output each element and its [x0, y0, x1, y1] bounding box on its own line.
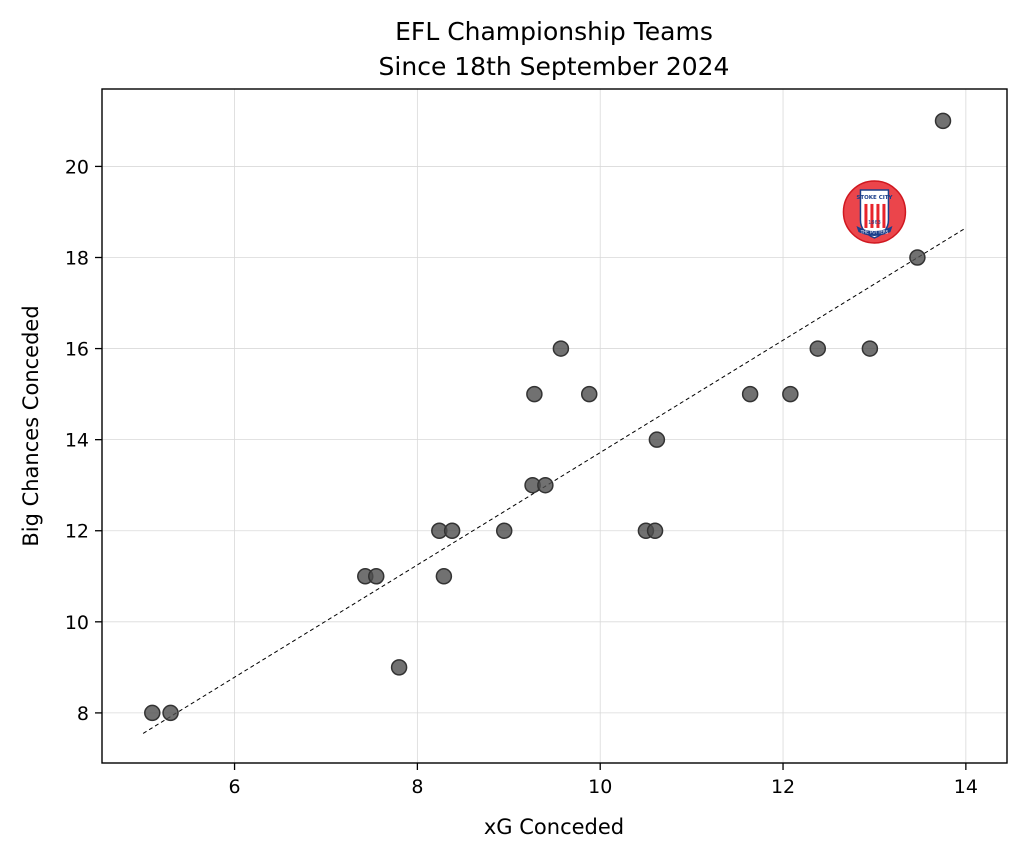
- badge-text-top: STOKE CITY: [856, 195, 893, 201]
- data-point: [443, 522, 461, 539]
- y-tick-label: 14: [65, 430, 89, 452]
- badge-year: 1863: [868, 220, 881, 226]
- y-tick-label: 8: [77, 703, 89, 725]
- data-point: [646, 522, 664, 539]
- data-point: [435, 568, 453, 585]
- stoke-city-badge: STOKE CITY 1863 THE POTTERS: [842, 180, 907, 244]
- badge-ribbon: [856, 225, 893, 236]
- data-point: [495, 522, 513, 539]
- data-point: [934, 112, 952, 130]
- x-tick-label: 14: [954, 776, 978, 798]
- y-tick-label: 20: [65, 156, 89, 178]
- data-point: [526, 385, 543, 403]
- shield-stripe: [876, 203, 880, 228]
- data-point: [552, 340, 570, 357]
- data-point: [782, 385, 799, 403]
- data-point: [861, 340, 879, 357]
- shield-icon: STOKE CITY 1863 THE POTTERS: [856, 189, 894, 239]
- data-point: [580, 385, 598, 403]
- shield-stripe: [882, 203, 886, 228]
- plot-frame: [101, 88, 1008, 764]
- y-tick-label: 16: [65, 339, 89, 361]
- grid-layer: [102, 89, 1007, 763]
- data-point: [162, 704, 179, 722]
- x-tick-label: 6: [229, 776, 241, 798]
- y-axis-label: Big Chances Conceded: [19, 305, 43, 546]
- data-point: [741, 385, 759, 403]
- data-point: [390, 659, 408, 676]
- trend-layer: [142, 227, 967, 734]
- chart-title-line-1: EFL Championship Teams: [395, 17, 713, 46]
- badge-text-bottom: THE POTTERS: [860, 229, 889, 234]
- points-layer: [144, 112, 952, 722]
- x-axis-label: xG Conceded: [484, 815, 624, 839]
- x-tick-label: 12: [771, 776, 795, 798]
- chart-title-line-2: Since 18th September 2024: [379, 52, 730, 81]
- x-tick-label: 8: [411, 776, 423, 798]
- y-tick-label: 12: [65, 521, 89, 543]
- data-point: [367, 568, 385, 585]
- data-point: [144, 704, 161, 722]
- ticks-layer: 6 8 10 12 14 8 10 12 14 16 18 20: [65, 156, 978, 798]
- x-tick-label: 10: [588, 776, 612, 798]
- trend-line: [142, 227, 967, 734]
- y-tick-label: 18: [65, 248, 89, 270]
- data-point: [809, 340, 827, 357]
- y-tick-label: 10: [65, 612, 89, 634]
- shield-stripe: [864, 203, 868, 228]
- data-point: [648, 431, 666, 448]
- shield-stripe: [870, 203, 874, 228]
- data-point: [537, 476, 554, 494]
- highlight-layer: STOKE CITY 1863 THE POTTERS: [842, 180, 907, 244]
- data-point: [909, 249, 926, 266]
